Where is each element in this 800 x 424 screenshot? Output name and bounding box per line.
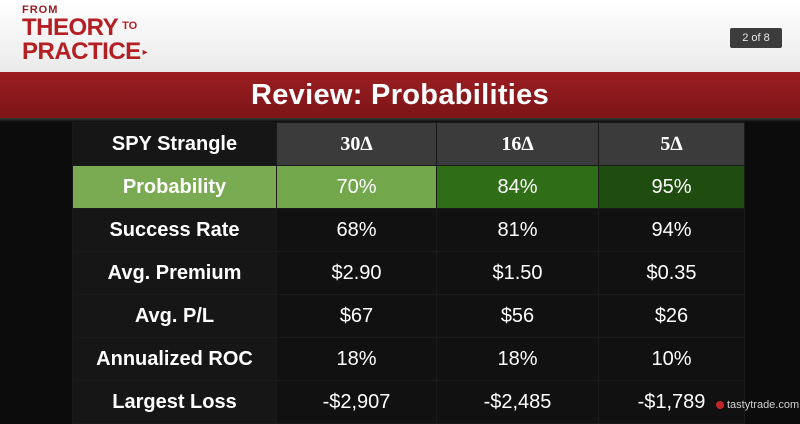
row-label: Avg. P/L (72, 294, 277, 338)
cherry-icon (716, 401, 724, 409)
row-label: Success Rate (72, 208, 277, 252)
strangle-table: SPY Strangle 30∆ 16∆ 5∆ Probability 70% … (72, 122, 745, 424)
table-cell: $56 (436, 294, 599, 338)
row-label: Probability (72, 165, 277, 209)
table-row-annualized-roc: Annualized ROC 18% 18% 10% (72, 337, 745, 381)
table-cell: $2.90 (276, 251, 437, 295)
show-logo: FROM THEORY TO PRACTICE ▸ (22, 4, 148, 64)
logo-to-text: TO (122, 20, 138, 32)
table-row-avg-pl: Avg. P/L $67 $56 $26 (72, 294, 745, 338)
logo-from-text: FROM (22, 4, 59, 16)
title-band: Review: Probabilities (0, 72, 800, 118)
row-label: Annualized ROC (72, 337, 277, 381)
table-cell: 81% (436, 208, 599, 252)
page-indicator: 2 of 8 (730, 28, 782, 48)
table-cell: -$2,907 (276, 380, 437, 424)
column-header: 16∆ (436, 122, 599, 166)
logo-theory-text: THEORY (22, 14, 119, 41)
table-row-probability: Probability 70% 84% 95% (72, 165, 745, 209)
corner-label: SPY Strangle (72, 122, 277, 166)
column-header: 5∆ (598, 122, 745, 166)
play-arrow-icon: ▸ (142, 47, 148, 58)
row-label: Largest Loss (72, 380, 277, 424)
table-cell: 18% (436, 337, 599, 381)
table-cell: $1.50 (436, 251, 599, 295)
brand-text: tastytrade.com (727, 399, 800, 411)
title-divider (0, 118, 800, 122)
logo-practice-text: PRACTICE (22, 38, 141, 65)
row-label: Avg. Premium (72, 251, 277, 295)
table-cell: -$2,485 (436, 380, 599, 424)
header-bar: FROM THEORY TO PRACTICE ▸ 2 of 8 (0, 0, 800, 72)
table-header-row: SPY Strangle 30∆ 16∆ 5∆ (72, 122, 745, 166)
table-cell: 10% (598, 337, 745, 381)
table-cell: 84% (436, 165, 599, 209)
table-cell: $0.35 (598, 251, 745, 295)
table-cell: 18% (276, 337, 437, 381)
table-cell: 94% (598, 208, 745, 252)
table-cell: 70% (276, 165, 437, 209)
column-header: 30∆ (276, 122, 437, 166)
table-cell: $67 (276, 294, 437, 338)
table-row-avg-premium: Avg. Premium $2.90 $1.50 $0.35 (72, 251, 745, 295)
table-row-largest-loss: Largest Loss -$2,907 -$2,485 -$1,789 (72, 380, 745, 424)
table-cell: 95% (598, 165, 745, 209)
table-cell: 68% (276, 208, 437, 252)
table-cell: $26 (598, 294, 745, 338)
tastytrade-logo: tastytrade.com (716, 396, 799, 414)
slide-title: Review: Probabilities (251, 78, 549, 111)
table-row-success-rate: Success Rate 68% 81% 94% (72, 208, 745, 252)
